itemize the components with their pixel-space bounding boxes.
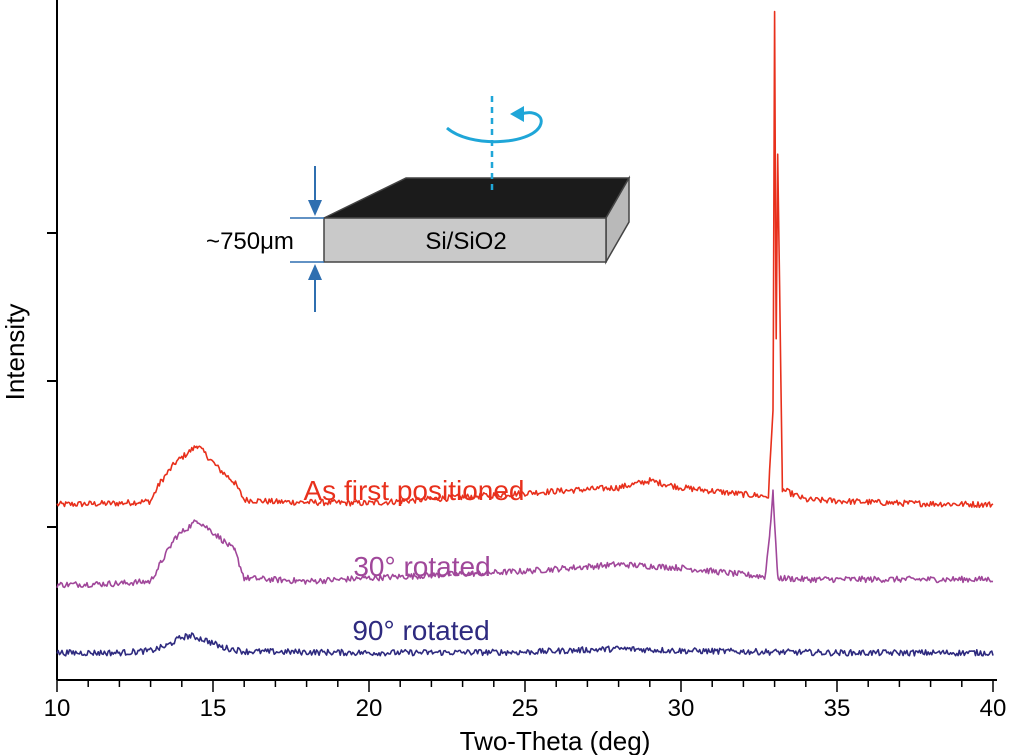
thickness-label: ~750μm [206,228,294,255]
plot-frame [56,0,997,681]
series-label-90-rotated: 90° rotated [352,615,489,646]
x-ticks [56,680,994,692]
x-tick-label: 35 [824,695,851,722]
series-line-2 [56,632,994,657]
arrow-down-icon [308,200,322,216]
x-tick-label: 15 [200,695,227,722]
x-tick-label: 10 [44,695,71,722]
x-axis-title: Two-Theta (deg) [460,726,651,755]
series-line-1 [56,489,994,589]
wafer-top-face [323,177,631,219]
x-tick-labels: 10 15 20 25 30 35 40 [44,695,1007,722]
rotation-arrow-icon [446,111,543,144]
x-tick-label: 40 [980,695,1007,722]
series-line-0 [56,10,994,509]
y-ticks [47,232,57,528]
sample-schematic: Si/SiO2 ~750μm [206,96,631,312]
arrow-up-icon [308,264,322,280]
sample-label: Si/SiO2 [425,228,506,255]
x-tick-label: 25 [512,695,539,722]
y-axis-title: Intensity [0,304,30,401]
series-layer [56,10,994,657]
x-tick-label: 20 [356,695,383,722]
rotation-arrowhead-icon [510,106,524,122]
series-label-as-first-positioned: As first positioned [304,475,525,506]
series-label-30-rotated: 30° rotated [353,551,490,582]
x-tick-label: 30 [668,695,695,722]
wafer-front-face [323,217,607,263]
